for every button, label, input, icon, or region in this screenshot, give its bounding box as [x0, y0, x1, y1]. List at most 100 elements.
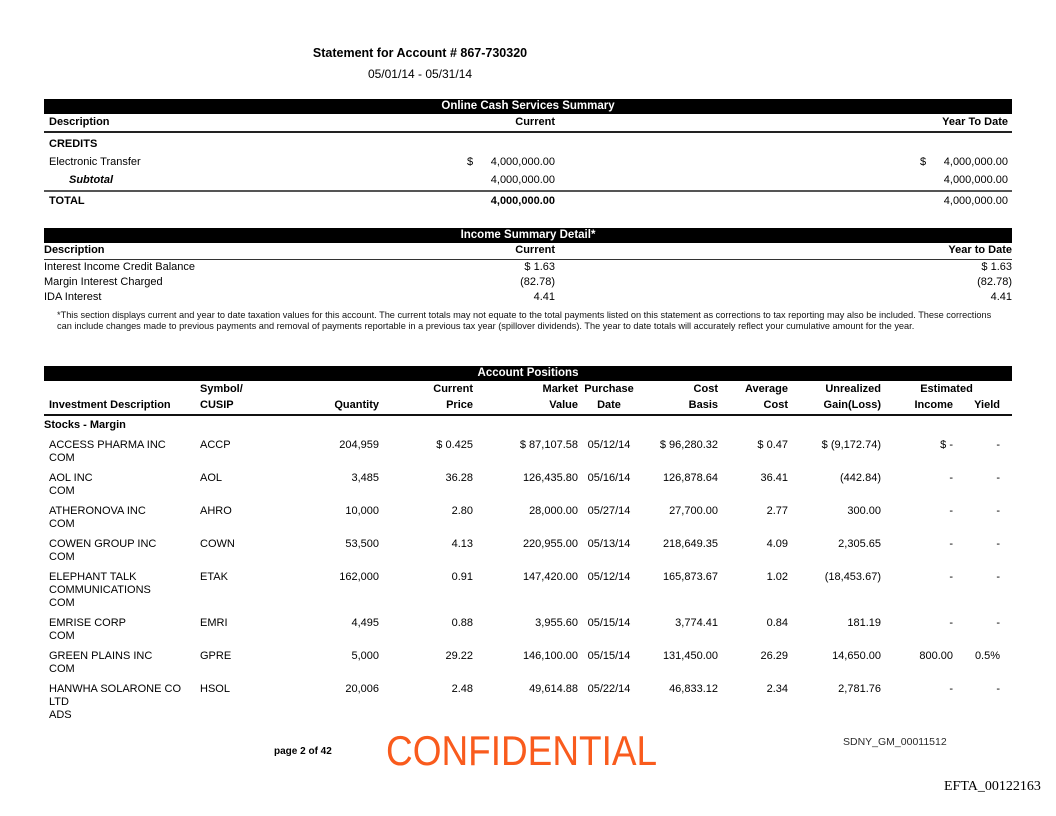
income-summary-header-row: Description Current Year to Date — [44, 243, 1012, 260]
stocks-margin-group-row: Stocks - Margin — [44, 415, 1012, 436]
income-summary-footnote: *This section displays current and year … — [57, 310, 992, 331]
position-row: ACCESS PHARMA INC COM ACCP 204,959 $ 0.4… — [44, 436, 1012, 469]
position-estimated-income: - — [949, 617, 953, 629]
position-unrealized-gain-loss: (18,453.67) — [824, 571, 881, 583]
position-price: 0.88 — [451, 617, 473, 629]
column-header-current: Current — [440, 243, 555, 260]
row-ytd-value: $ 1.63 — [981, 261, 1012, 273]
position-purchase-date: 05/22/14 — [587, 683, 631, 695]
position-purchase-date: 05/12/14 — [587, 439, 631, 451]
cash-summary-table: Description Current Year To Date CREDITS… — [44, 114, 1012, 211]
position-description: ACCESS PHARMA INC COM — [49, 439, 166, 464]
statement-date-range: 05/01/14 - 05/31/14 — [367, 67, 473, 81]
currency-symbol: $ — [920, 156, 927, 168]
position-price: 29.22 — [445, 650, 473, 662]
position-estimated-income: - — [949, 472, 953, 484]
position-description: GREEN PLAINS INC COM — [49, 650, 153, 675]
column-header-current: Current — [433, 383, 473, 395]
position-purchase-date: 05/15/14 — [587, 617, 631, 629]
total-row: TOTAL 4,000,000.00 4,000,000.00 — [44, 190, 1012, 211]
row-current-value: $ 1.63 — [524, 261, 555, 273]
position-row: GREEN PLAINS INC COM GPRE 5,000 29.22 14… — [44, 647, 1012, 680]
position-row: COWEN GROUP INC COM COWN 53,500 4.13 220… — [44, 535, 1012, 568]
position-average-cost: 26.29 — [760, 650, 788, 662]
subtotal-label: Subtotal — [69, 174, 113, 186]
position-quantity: 4,495 — [351, 617, 379, 629]
position-row: EMRISE CORP COM EMRI 4,495 0.88 3,955.60… — [44, 614, 1012, 647]
column-header-estimated: Estimated — [920, 383, 973, 395]
row-description: Margin Interest Charged — [44, 276, 163, 288]
position-quantity: 53,500 — [345, 538, 379, 550]
row-ytd-value: 4.41 — [990, 291, 1012, 303]
column-header-basis: Basis — [640, 397, 718, 416]
position-unrealized-gain-loss: 2,781.76 — [838, 683, 881, 695]
position-price: 0.91 — [451, 571, 473, 583]
position-market-value: 220,955.00 — [522, 538, 578, 550]
position-cost-basis: 165,873.67 — [662, 571, 718, 583]
position-unrealized-gain-loss: 2,305.65 — [838, 538, 881, 550]
position-purchase-date: 05/15/14 — [587, 650, 631, 662]
row-ytd-value: (82.78) — [977, 276, 1012, 288]
production-number: SDNY_GM_00011512 — [843, 736, 947, 748]
position-cost-basis: 131,450.00 — [662, 650, 718, 662]
column-header-quantity: Quantity — [284, 397, 379, 416]
total-current: 4,000,000.00 — [440, 190, 555, 211]
position-quantity: 20,006 — [345, 683, 379, 695]
stocks-margin-group-label: Stocks - Margin — [44, 419, 126, 431]
position-quantity: 162,000 — [339, 571, 379, 583]
position-estimated-yield: - — [996, 617, 1001, 629]
position-average-cost: 2.34 — [766, 683, 788, 695]
position-average-cost: 0.84 — [766, 617, 788, 629]
position-average-cost: $ 0.47 — [757, 439, 788, 451]
account-positions-table: Symbol/ Current Market Purchase Cost Ave… — [44, 381, 1013, 726]
column-header-cost: Cost — [718, 397, 788, 416]
column-header-price: Price — [379, 397, 473, 416]
statement-title: Statement for Account # 867-730320 — [312, 46, 528, 60]
position-row: ATHERONOVA INC COM AHRO 10,000 2.80 28,0… — [44, 502, 1012, 535]
position-price: 4.13 — [451, 538, 473, 550]
cash-summary-section-header: Online Cash Services Summary — [44, 99, 1012, 114]
position-market-value: 146,100.00 — [522, 650, 578, 662]
position-purchase-date: 05/27/14 — [587, 505, 631, 517]
income-summary-table: Description Current Year to Date Interes… — [44, 243, 1012, 305]
position-average-cost: 1.02 — [766, 571, 788, 583]
column-header-purchase: Purchase — [584, 383, 634, 395]
position-estimated-income: - — [949, 538, 953, 550]
position-estimated-yield: - — [996, 472, 1001, 484]
position-quantity: 3,485 — [351, 472, 379, 484]
position-purchase-date: 05/12/14 — [587, 571, 631, 583]
position-price: $ 0.425 — [436, 439, 473, 451]
position-estimated-income: $ - — [940, 439, 953, 451]
column-header-unrealized: Unrealized — [825, 383, 881, 395]
page-number-label: page 2 of 42 — [274, 746, 332, 757]
position-unrealized-gain-loss: 14,650.00 — [832, 650, 881, 662]
position-estimated-yield: - — [996, 571, 1001, 583]
column-header-average: Average — [744, 383, 788, 395]
position-row: ELEPHANT TALK COMMUNICATIONS COM ETAK 16… — [44, 568, 1012, 614]
position-estimated-income: - — [949, 505, 953, 517]
income-summary-row: Interest Income Credit Balance $ 1.63 $ … — [44, 260, 1012, 276]
income-summary-row: IDA Interest 4.41 4.41 — [44, 290, 1012, 305]
position-cost-basis: 218,649.35 — [662, 538, 718, 550]
row-description: Electronic Transfer — [49, 156, 141, 168]
position-cost-basis: 3,774.41 — [675, 617, 718, 629]
position-cost-basis: 46,833.12 — [669, 683, 718, 695]
column-header-investment-description: Investment Description — [44, 397, 194, 416]
position-symbol: AOL — [200, 472, 223, 484]
total-label: TOTAL — [44, 190, 440, 211]
position-description: ELEPHANT TALK COMMUNICATIONS COM — [49, 571, 151, 609]
position-symbol: ETAK — [200, 571, 228, 583]
column-header-description: Description — [44, 114, 440, 133]
row-description: IDA Interest — [44, 291, 102, 303]
positions-header-row-bottom: Investment Description CUSIP Quantity Pr… — [44, 397, 1013, 416]
column-header-gain-loss: Gain(Loss) — [788, 397, 881, 416]
position-description: AOL INC COM — [49, 472, 93, 497]
position-market-value: 28,000.00 — [529, 505, 578, 517]
position-estimated-yield: - — [996, 505, 1001, 517]
row-current-value: 4.41 — [533, 291, 555, 303]
positions-header-row-top: Symbol/ Current Market Purchase Cost Ave… — [44, 381, 1012, 397]
position-market-value: 3,955.60 — [535, 617, 578, 629]
position-description: COWEN GROUP INC COM — [49, 538, 157, 563]
income-summary-section-header: Income Summary Detail* — [44, 228, 1012, 243]
